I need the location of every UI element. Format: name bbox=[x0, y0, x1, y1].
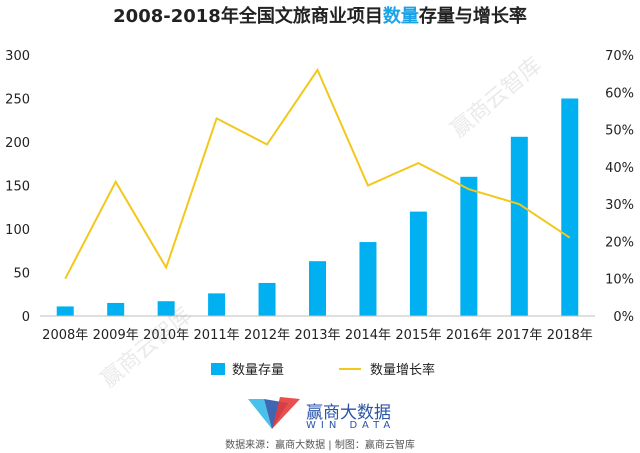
bar bbox=[208, 293, 226, 316]
x-tick-label: 2010年 bbox=[143, 328, 189, 343]
legend-swatch-bar bbox=[211, 363, 225, 375]
chart-title: 2008-2018年全国文旅商业项目数量存量与增长率 bbox=[113, 5, 527, 27]
brand-name: 赢商大数据 bbox=[306, 403, 391, 423]
bar bbox=[157, 301, 175, 316]
bar bbox=[460, 176, 478, 316]
bar bbox=[258, 282, 276, 316]
y-left-tick-label: 250 bbox=[5, 93, 30, 108]
y-axis-left: 0 50 100 150 200 250 300 bbox=[5, 49, 30, 325]
source-note: 数据来源：赢商大数据 | 制图：赢商云智库 bbox=[225, 440, 415, 451]
bar bbox=[56, 306, 74, 316]
y-right-tick-label: 70% bbox=[605, 49, 634, 64]
bar bbox=[309, 261, 326, 316]
y-right-tick-label: 0% bbox=[613, 310, 634, 325]
y-right-tick-label: 10% bbox=[605, 273, 634, 288]
x-tick-label: 2011年 bbox=[194, 328, 240, 343]
chart-title-prefix: 2008-2018年全国文旅商业项目 bbox=[113, 5, 383, 27]
brand-logo-icon bbox=[248, 397, 300, 429]
bar-series bbox=[56, 98, 579, 316]
y-left-tick-label: 100 bbox=[5, 223, 30, 238]
y-right-tick-label: 40% bbox=[605, 161, 634, 176]
bar bbox=[359, 242, 377, 316]
bar bbox=[107, 302, 125, 316]
x-tick-label: 2018年 bbox=[547, 328, 593, 343]
x-tick-label: 2009年 bbox=[93, 328, 139, 343]
y-axis-right: 0% 10% 20% 30% 40% 50% 60% 70% bbox=[605, 49, 634, 325]
x-tick-label: 2014年 bbox=[345, 328, 391, 343]
y-left-tick-label: 50 bbox=[13, 267, 30, 282]
y-right-tick-label: 50% bbox=[605, 124, 634, 139]
bar bbox=[409, 211, 427, 316]
y-right-tick-label: 60% bbox=[605, 86, 634, 101]
legend: 数量存量 数量增长率 bbox=[211, 362, 435, 378]
y-left-tick-label: 200 bbox=[5, 136, 30, 151]
x-tick-label: 2008年 bbox=[42, 328, 88, 343]
bar bbox=[561, 98, 579, 316]
y-left-tick-label: 300 bbox=[5, 49, 30, 64]
bar bbox=[510, 136, 528, 316]
x-tick-label: 2017年 bbox=[496, 328, 542, 343]
x-tick-label: 2012年 bbox=[244, 328, 290, 343]
line-series bbox=[64, 67, 571, 280]
legend-label-growth: 数量增长率 bbox=[370, 362, 435, 378]
y-left-tick-label: 0 bbox=[22, 310, 30, 325]
x-tick-label: 2013年 bbox=[294, 328, 340, 343]
y-left-tick-label: 150 bbox=[5, 180, 30, 195]
x-axis: 2008年 2009年 2010年 2011年 2012年 2013年 2014年 2015年… bbox=[40, 315, 595, 343]
y-right-tick-label: 20% bbox=[605, 235, 634, 250]
legend-label-stock: 数量存量 bbox=[232, 363, 284, 378]
brand-subtitle: WIN DATA bbox=[306, 420, 396, 431]
y-right-tick-label: 30% bbox=[605, 198, 634, 213]
x-tick-label: 2015年 bbox=[395, 328, 441, 343]
x-tick-label: 2016年 bbox=[446, 328, 492, 343]
chart-title-highlight: 数量 bbox=[383, 5, 419, 27]
chart-title-suffix: 存量与增长率 bbox=[419, 5, 527, 27]
